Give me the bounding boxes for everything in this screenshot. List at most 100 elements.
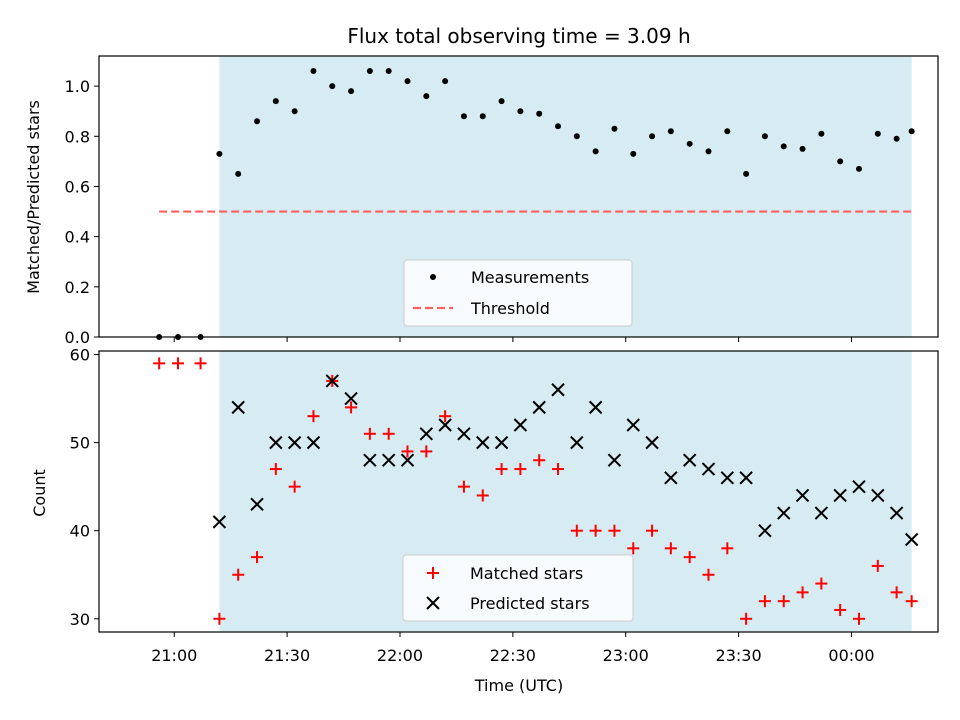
predicted-star-point bbox=[363, 453, 377, 467]
matched-star-point bbox=[439, 410, 452, 423]
measurement-point bbox=[667, 128, 674, 135]
measurement-point bbox=[799, 145, 806, 152]
matched-star-point bbox=[646, 524, 659, 537]
matched-star-point bbox=[683, 551, 696, 564]
predicted-star-point bbox=[513, 418, 528, 432]
predicted-star-point bbox=[904, 532, 919, 547]
measurement-point bbox=[724, 128, 731, 135]
measurement-point bbox=[348, 88, 355, 95]
measurement-point bbox=[254, 118, 261, 125]
measurement-point bbox=[310, 68, 317, 75]
matched-star-point bbox=[721, 542, 734, 555]
measurement-point bbox=[837, 158, 844, 165]
y-tick-label: 0.6 bbox=[65, 177, 90, 196]
measurement-point bbox=[908, 128, 915, 135]
measurement-point bbox=[442, 78, 449, 85]
x-tick-label: 21:30 bbox=[264, 646, 310, 665]
predicted-star-point bbox=[287, 435, 302, 450]
measurement-point bbox=[517, 108, 524, 115]
matched-star-point bbox=[363, 427, 376, 440]
y-tick-label: 60 bbox=[70, 346, 90, 365]
matched-star-point bbox=[495, 463, 508, 476]
matched-star-point bbox=[232, 568, 245, 581]
x-tick-label: 21:00 bbox=[151, 646, 197, 665]
predicted-star-point bbox=[325, 374, 339, 388]
matched-star-point bbox=[194, 357, 207, 370]
measurement-point bbox=[592, 148, 599, 155]
predicted-star-point bbox=[494, 435, 509, 450]
measurement-point bbox=[536, 110, 543, 117]
predicted-star-point bbox=[588, 400, 603, 415]
bottom-axes-frame bbox=[98, 350, 939, 633]
measurement-point bbox=[291, 108, 298, 115]
matched-star-point bbox=[570, 524, 583, 537]
measurement-point bbox=[686, 140, 693, 147]
predicted-star-point bbox=[795, 488, 810, 503]
matched-star-point bbox=[608, 524, 621, 537]
matched-star-point bbox=[251, 551, 264, 564]
measurement-point bbox=[272, 98, 279, 105]
predicted-star-point bbox=[645, 435, 659, 450]
predicted-star-point bbox=[664, 471, 678, 485]
matched-star-point bbox=[382, 427, 395, 440]
measurement-point bbox=[573, 133, 580, 140]
measurement-points bbox=[156, 68, 915, 340]
top-y-axis-label: Matched/Predicted stars bbox=[24, 100, 43, 294]
measurement-point bbox=[705, 148, 712, 155]
top-panel: 0.0 0.2 0.4 0.6 0.8 1.0 Matched/Predicted sta… bbox=[24, 55, 939, 347]
predicted-star-point bbox=[814, 506, 829, 520]
measurement-point bbox=[460, 113, 467, 120]
measurement-point bbox=[329, 83, 336, 90]
legend-predicted-marker bbox=[426, 596, 440, 610]
predicted-star-point bbox=[306, 435, 321, 450]
measurement-point bbox=[649, 133, 656, 140]
predicted-star-point bbox=[212, 515, 227, 529]
predicted-star-point bbox=[551, 383, 565, 397]
predicted-star-point bbox=[889, 506, 904, 520]
predicted-star-point bbox=[344, 391, 358, 406]
matched-star-point bbox=[664, 542, 677, 555]
measurement-point bbox=[780, 143, 787, 150]
measurement-point bbox=[761, 133, 768, 140]
matched-star-point bbox=[777, 595, 790, 608]
matched-star-point bbox=[702, 568, 715, 581]
predicted-star-point bbox=[758, 523, 772, 538]
predicted-star-point bbox=[739, 471, 753, 485]
matched-star-point bbox=[552, 463, 565, 476]
predicted-star-point bbox=[777, 506, 791, 520]
predicted-star-point bbox=[476, 435, 490, 450]
matched-star-point bbox=[834, 603, 847, 616]
y-tick-label: 0.8 bbox=[65, 127, 90, 146]
legend-predicted-label: Predicted stars bbox=[470, 594, 590, 613]
bottom-y-ticks: 30 40 50 60 bbox=[70, 346, 99, 629]
y-tick-label: 1.0 bbox=[65, 77, 90, 96]
predicted-star-point bbox=[400, 453, 415, 467]
predicted-star-point bbox=[457, 427, 471, 441]
measurement-point bbox=[555, 123, 562, 130]
y-tick-label: 0.2 bbox=[65, 278, 90, 297]
measurement-point bbox=[235, 170, 242, 177]
matched-star-point bbox=[758, 595, 771, 608]
x-tick-label: 23:30 bbox=[716, 646, 762, 665]
matched-star-point bbox=[288, 480, 301, 493]
x-tick-label: 22:30 bbox=[490, 646, 536, 665]
matched-star-point bbox=[533, 454, 546, 467]
measurement-point bbox=[630, 150, 637, 157]
top-x-ticks bbox=[173, 337, 852, 342]
matched-star-point bbox=[307, 410, 320, 423]
matched-star-point bbox=[213, 612, 226, 625]
predicted-stars-points bbox=[212, 374, 919, 547]
measurement-point bbox=[743, 170, 750, 177]
chart-title: Flux total observing time = 3.09 h bbox=[347, 24, 690, 48]
measurement-point bbox=[366, 68, 373, 75]
matched-star-point bbox=[345, 401, 358, 414]
y-tick-label: 30 bbox=[70, 610, 90, 629]
matched-star-point bbox=[815, 577, 828, 590]
matched-star-point bbox=[905, 595, 918, 608]
y-tick-label: 0.4 bbox=[65, 228, 90, 247]
bottom-legend-box bbox=[402, 554, 634, 622]
y-tick-label: 0.0 bbox=[65, 328, 90, 347]
legend-measurements-marker bbox=[430, 274, 436, 280]
matched-star-point bbox=[420, 445, 433, 458]
